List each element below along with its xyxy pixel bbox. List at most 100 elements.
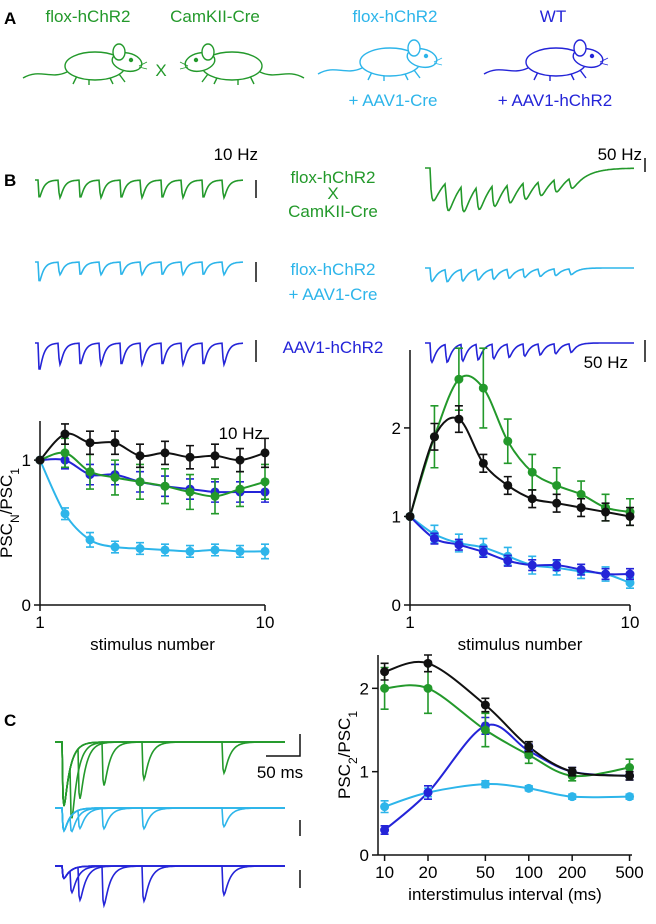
trace — [55, 807, 285, 833]
trace — [55, 807, 285, 833]
mouse-label: WT — [540, 7, 566, 26]
data-point — [135, 477, 145, 487]
y-tick-label: 0 — [392, 596, 401, 615]
x-axis-label: stimulus number — [458, 635, 583, 654]
mouse-whisker — [138, 61, 148, 70]
scale-bar-label: 50 ms — [257, 763, 303, 782]
cross-label: X — [155, 61, 166, 80]
y-axis-label-part: PSC — [0, 523, 16, 558]
data-point — [85, 438, 95, 448]
group-label: flox-hChR2 — [290, 168, 375, 187]
mouse-whisker — [179, 61, 189, 70]
data-point — [185, 487, 195, 497]
data-point — [527, 560, 537, 570]
mouse — [317, 39, 443, 81]
fit-line — [384, 684, 630, 778]
mouse-leg — [367, 69, 421, 81]
data-point — [35, 455, 45, 465]
trace — [35, 261, 244, 282]
data-point — [503, 556, 513, 566]
mouse — [22, 43, 148, 85]
data-point — [210, 545, 220, 555]
data-point — [503, 436, 513, 446]
data-point — [60, 509, 70, 519]
fit-line — [384, 783, 630, 808]
trace — [55, 741, 285, 807]
data-point — [210, 451, 220, 461]
data-point — [480, 700, 490, 710]
data-point — [478, 383, 488, 393]
trace — [55, 807, 285, 833]
data-point — [423, 683, 433, 693]
trace — [35, 342, 244, 370]
data-point — [454, 374, 464, 384]
data-point — [524, 783, 534, 793]
trace — [55, 865, 285, 903]
x-tick-label: 200 — [558, 863, 586, 882]
data-point — [478, 547, 488, 557]
data-point — [478, 458, 488, 468]
data-point — [423, 658, 433, 668]
mouse — [483, 39, 609, 81]
y-tick-label: 0 — [360, 846, 369, 865]
x-tick-label: 50 — [476, 863, 495, 882]
data-point — [576, 503, 586, 513]
data-point — [552, 560, 562, 570]
data-point — [260, 546, 270, 556]
fit-line — [39, 458, 265, 494]
mouse-eye — [128, 57, 134, 63]
data-point — [160, 448, 170, 458]
y-tick-label: 1 — [360, 763, 369, 782]
data-point — [480, 779, 490, 789]
trace — [55, 865, 285, 909]
data-point — [625, 792, 635, 802]
group-label: + AAV1-Cre — [289, 285, 378, 304]
trace — [35, 179, 243, 201]
trace — [55, 807, 285, 833]
data-point — [60, 429, 70, 439]
fit-line — [409, 416, 631, 518]
data-point — [552, 480, 562, 490]
data-point — [405, 511, 415, 521]
fit-line — [409, 515, 631, 576]
fit-line — [39, 459, 266, 553]
data-point — [552, 498, 562, 508]
x-axis-label: stimulus number — [90, 635, 215, 654]
mouse-tail — [483, 67, 529, 75]
data-point — [110, 438, 120, 448]
mouse-sublabel: + AAV1-hChR2 — [498, 91, 613, 110]
y-tick-label: 1 — [22, 451, 31, 470]
y-axis-label-part: 1 — [8, 468, 22, 475]
data-point — [480, 725, 490, 735]
data-point — [235, 546, 245, 556]
data-point — [110, 542, 120, 552]
scale-bar — [266, 734, 301, 757]
data-point — [380, 802, 390, 812]
y-axis-label-part: /PSC — [0, 475, 16, 515]
fit-line — [409, 374, 631, 517]
x-tick-label: 1 — [35, 613, 44, 632]
data-point — [110, 473, 120, 483]
rate-label: 50 Hz — [598, 145, 642, 164]
x-tick-label: 10 — [256, 613, 275, 632]
x-tick-label: 500 — [615, 863, 643, 882]
y-tick-label: 0 — [22, 596, 31, 615]
data-point — [60, 448, 70, 458]
data-point — [503, 480, 513, 490]
group-label: CamKII-Cre — [288, 202, 378, 221]
fit-line — [383, 723, 630, 831]
trace — [55, 807, 285, 833]
data-point — [625, 569, 635, 579]
mouse — [179, 43, 305, 85]
trace — [425, 167, 634, 213]
mouse-ear — [112, 43, 126, 61]
mouse-tail — [22, 71, 68, 79]
data-point — [235, 455, 245, 465]
x-tick-label: 20 — [419, 863, 438, 882]
x-tick-label: 10 — [621, 613, 640, 632]
mouse-eye — [423, 53, 429, 59]
data-point — [429, 432, 439, 442]
data-point — [454, 540, 464, 550]
y-axis-label-part: N — [8, 514, 22, 523]
mouse-leg — [201, 73, 255, 85]
